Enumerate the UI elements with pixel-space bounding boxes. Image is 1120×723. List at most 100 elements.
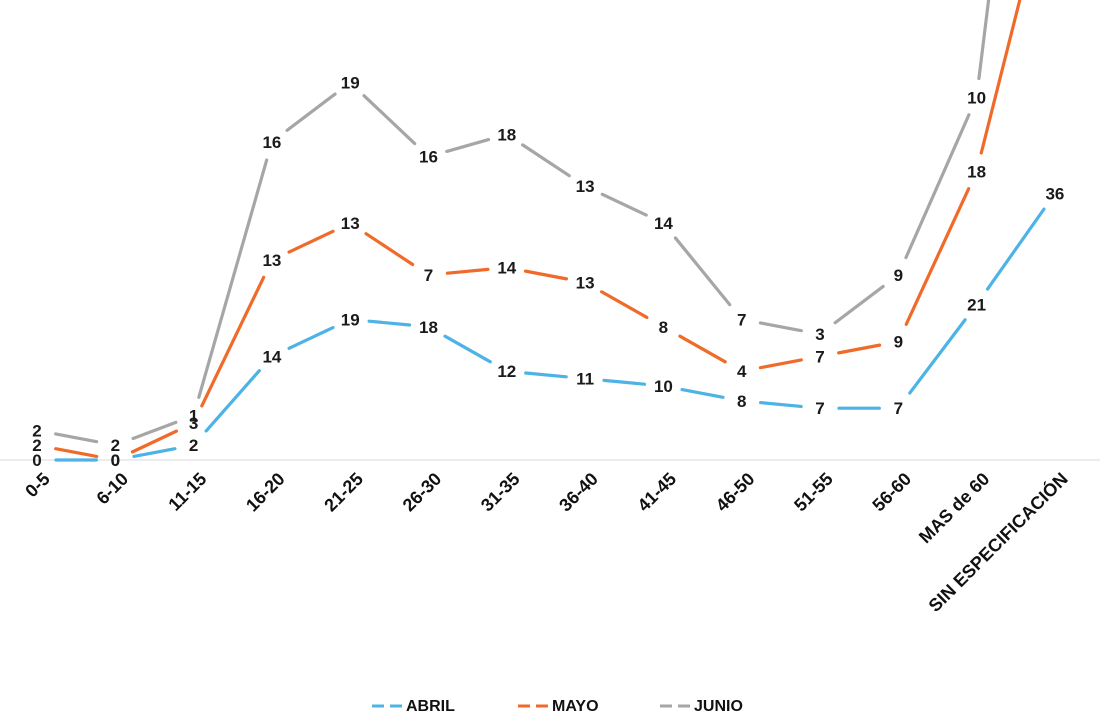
- data-label-mayo: 18: [967, 162, 986, 181]
- line-segment-junio: [445, 137, 491, 154]
- data-label-mayo: 14: [497, 259, 516, 278]
- data-label-junio: 19: [341, 74, 360, 93]
- x-tick-label: MAS de 60: [915, 469, 994, 548]
- data-label-junio: 13: [576, 177, 595, 196]
- line-segment-junio: [521, 143, 571, 178]
- data-label-mayo: 13: [262, 251, 281, 270]
- line-segment-mayo: [287, 229, 335, 254]
- series-lines: [54, 0, 1046, 462]
- data-label-junio: 1: [189, 407, 198, 426]
- data-label-abril: 11: [576, 370, 594, 389]
- data-label-mayo: 7: [815, 347, 824, 366]
- line-segment-mayo: [130, 429, 179, 454]
- line-segment-junio: [131, 420, 178, 441]
- line-segment-mayo: [678, 334, 727, 364]
- line-segment-junio: [758, 321, 803, 333]
- data-label-junio: 3: [815, 325, 824, 344]
- data-label-mayo: 13: [576, 273, 595, 292]
- legend-item-abril: ABRIL: [372, 698, 455, 715]
- data-label-abril: 19: [341, 310, 360, 329]
- data-label-mayo: 4: [737, 362, 747, 381]
- x-tick-label: 0-5: [21, 469, 54, 502]
- data-label-abril: 18: [419, 318, 438, 337]
- line-segment-abril: [367, 319, 412, 327]
- data-label-junio: 10: [967, 88, 986, 107]
- data-label-abril: 0: [111, 451, 120, 470]
- x-tick-label: 26-30: [399, 469, 446, 516]
- x-tick-label: 21-25: [320, 469, 367, 516]
- line-segment-abril: [287, 325, 335, 350]
- series-mayo: [54, 0, 1022, 459]
- line-segment-mayo: [364, 232, 415, 267]
- line-segment-abril: [680, 387, 725, 399]
- line-segment-junio: [362, 94, 417, 146]
- x-tick-labels: 0-5 6-10 11-15 16-20 21-25 26-30 31-35 36-40 41-…: [21, 468, 1071, 616]
- data-label-mayo: 9: [894, 333, 903, 352]
- data-label-abril: 0: [32, 451, 41, 470]
- x-tick-label: 36-40: [555, 469, 602, 516]
- line-segment-mayo: [837, 343, 882, 355]
- data-label-junio: 2: [32, 421, 41, 440]
- line-segment-mayo: [904, 187, 971, 326]
- x-tick-label: 51-55: [790, 469, 837, 516]
- line-segment-junio: [833, 284, 885, 325]
- series-junio: [54, 0, 991, 444]
- data-label-abril: 8: [737, 392, 746, 411]
- data-label-abril: 10: [654, 377, 673, 396]
- legend: ABRIL MAYO JUNIO: [372, 698, 743, 715]
- x-tick-label: 11-15: [164, 469, 210, 515]
- data-label-abril: 21: [967, 296, 986, 315]
- line-segment-abril: [524, 371, 568, 379]
- data-label-abril: 36: [1045, 185, 1064, 204]
- data-label-mayo: 13: [341, 214, 360, 233]
- x-tick-label: 6-10: [93, 469, 133, 509]
- data-label-junio: 7: [737, 310, 746, 329]
- legend-label-abril: ABRIL: [406, 698, 455, 715]
- legend-label-mayo: MAYO: [552, 698, 599, 715]
- line-segment-mayo: [200, 275, 266, 408]
- legend-item-junio: JUNIO: [660, 698, 743, 715]
- data-label-mayo: 2: [32, 436, 41, 455]
- line-segment-abril: [908, 318, 967, 395]
- data-label-mayo: 0: [111, 451, 120, 470]
- line-segment-abril: [602, 378, 647, 386]
- x-tick-label: 46-50: [712, 469, 759, 516]
- x-tick-label: SIN ESPECIFICACIÓN: [924, 468, 1072, 616]
- line-segment-junio: [285, 92, 337, 132]
- line-segment-mayo: [523, 269, 569, 281]
- line-segment-abril: [985, 207, 1046, 291]
- x-tick-label: 41-45: [634, 469, 681, 516]
- line-segment-abril: [443, 334, 492, 364]
- data-label-junio: 2: [111, 436, 120, 455]
- data-label-abril: 7: [894, 399, 903, 418]
- x-tick-label: 56-60: [868, 469, 915, 516]
- line-segment-mayo: [445, 267, 490, 275]
- line-segment-junio: [197, 158, 269, 399]
- series-abril: [54, 207, 1046, 462]
- line-segment-mayo: [54, 447, 99, 459]
- x-tick-label: 16-20: [242, 469, 289, 516]
- legend-label-junio: JUNIO: [694, 698, 743, 715]
- line-segment-junio: [54, 432, 99, 444]
- x-tick-label: 31-35: [477, 469, 524, 516]
- data-label-junio: 18: [497, 125, 516, 144]
- line-segment-mayo: [600, 290, 649, 320]
- data-label-mayo: 8: [659, 318, 668, 337]
- line-segment-mayo: [758, 358, 803, 370]
- line-segment-abril: [204, 369, 261, 433]
- line-segment-abril: [759, 400, 803, 409]
- line-segment-junio: [904, 113, 971, 260]
- line-segment-mayo: [979, 0, 1022, 155]
- data-label-abril: 12: [497, 362, 516, 381]
- line-segment-abril: [132, 447, 177, 459]
- data-label-abril: 2: [189, 436, 198, 455]
- legend-item-mayo: MAYO: [518, 698, 599, 715]
- data-label-mayo: 7: [424, 266, 433, 285]
- line-segment-junio: [673, 236, 732, 307]
- data-label-junio: 9: [894, 266, 903, 285]
- line-segment-junio: [600, 192, 648, 217]
- data-label-junio: 16: [419, 148, 438, 167]
- data-label-junio: 14: [654, 214, 673, 233]
